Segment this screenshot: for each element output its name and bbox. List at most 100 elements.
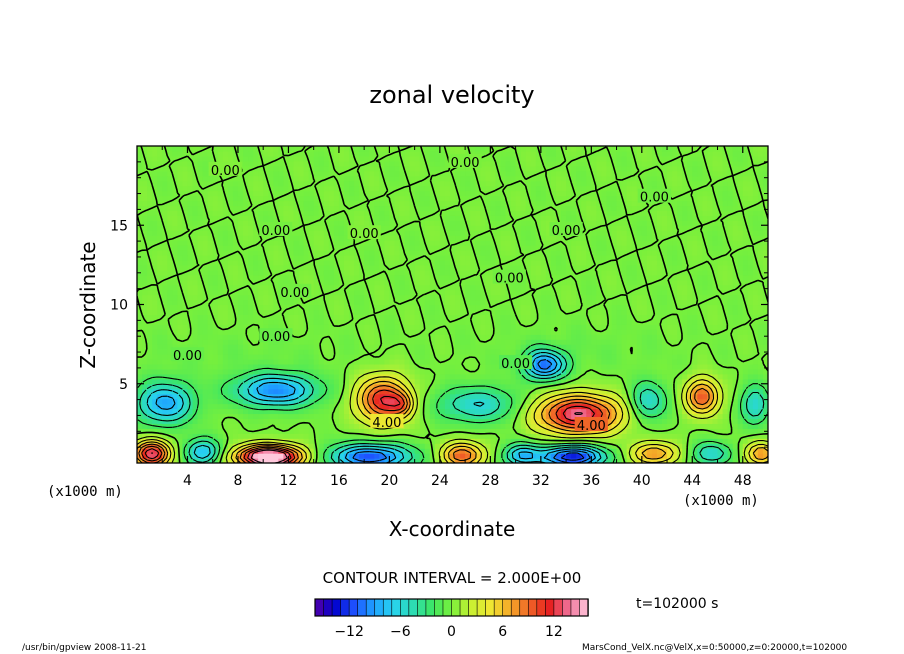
field-cell (692, 423, 698, 429)
field-cell (631, 433, 638, 439)
field-cell (293, 453, 300, 459)
field-cell (243, 299, 249, 306)
field-cell (389, 339, 396, 345)
field-cell (495, 314, 502, 320)
field-cell (752, 284, 759, 291)
field-cell (677, 438, 683, 444)
field-cell (571, 413, 577, 420)
field-cell (187, 309, 194, 315)
field-cell (333, 349, 340, 355)
field-cell (288, 269, 295, 276)
field-cell (359, 299, 365, 306)
field-cell (283, 314, 290, 320)
field-cell (222, 408, 229, 415)
field-cell (187, 269, 194, 276)
field-cell (359, 438, 365, 444)
field-cell (722, 418, 729, 424)
field-cell (424, 358, 431, 365)
field-cell (702, 344, 709, 350)
field-cell (172, 319, 178, 325)
field-cell (248, 289, 254, 296)
field-cell (510, 289, 517, 296)
field-cell (667, 423, 673, 429)
field-cell (616, 358, 623, 365)
field-cell (581, 373, 587, 380)
field-cell (641, 418, 648, 424)
field-cell (364, 329, 370, 335)
field-cell (182, 304, 189, 311)
field-cell (545, 428, 552, 434)
field-cell (460, 403, 466, 410)
field-cell (606, 443, 613, 449)
field-cell (702, 269, 709, 276)
field-cell (596, 344, 603, 350)
field-cell (273, 284, 279, 291)
field-cell (475, 344, 481, 350)
field-cell (646, 368, 653, 375)
field-cell (318, 453, 325, 459)
field-cell (409, 358, 416, 365)
field-cell (550, 349, 557, 355)
field-cell (449, 329, 456, 335)
field-cell (525, 448, 532, 454)
field-cell (677, 453, 683, 459)
field-cell (616, 423, 623, 429)
field-cell (379, 309, 385, 315)
field-cell (455, 329, 461, 335)
field-cell (515, 438, 522, 444)
field-cell (727, 334, 734, 340)
field-cell (692, 448, 698, 454)
field-cell (465, 264, 471, 271)
field-cell (202, 378, 209, 385)
field-cell (273, 269, 279, 276)
field-cell (525, 393, 532, 400)
field-cell (611, 393, 618, 400)
field-cell (465, 324, 471, 330)
field-cell (732, 314, 739, 320)
field-cell (540, 393, 547, 400)
field-cell (682, 339, 688, 345)
field-cell (273, 354, 279, 360)
field-cell (626, 269, 633, 276)
field-cell (550, 344, 557, 350)
field-cell (137, 309, 143, 315)
field-cell (227, 344, 234, 350)
field-cell (167, 393, 173, 400)
field-cell (142, 324, 148, 330)
field-cell (591, 324, 597, 330)
field-cell (384, 453, 390, 459)
field-cell (268, 383, 274, 390)
field-cell (636, 438, 643, 444)
field-cell (248, 363, 254, 370)
field-cell (283, 378, 290, 385)
field-cell (762, 334, 768, 340)
field-cell (727, 339, 734, 345)
field-cell (414, 279, 421, 286)
field-cell (263, 354, 269, 360)
field-cell (460, 309, 466, 315)
field-cell (197, 294, 204, 301)
field-cell (147, 329, 153, 335)
field-cell (449, 284, 456, 291)
field-cell (202, 344, 209, 350)
field-cell (222, 388, 229, 395)
field-cell (510, 373, 517, 380)
field-cell (646, 363, 653, 370)
field-cell (651, 299, 658, 306)
field-cell (349, 264, 355, 271)
field-cell (535, 423, 542, 429)
field-cell (656, 403, 663, 410)
field-cell (571, 319, 577, 325)
field-cell (369, 358, 375, 365)
field-cell (243, 319, 249, 325)
field-cell (505, 388, 512, 395)
field-cell (429, 274, 436, 281)
field-cell (323, 398, 330, 405)
field-cell (298, 438, 305, 444)
field-cell (732, 269, 739, 276)
field-cell (374, 378, 380, 385)
field-cell (162, 428, 168, 434)
field-cell (752, 269, 759, 276)
field-cell (167, 284, 173, 291)
field-cell (172, 284, 178, 291)
